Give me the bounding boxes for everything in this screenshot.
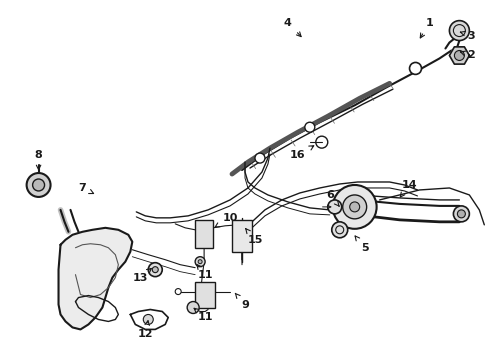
Polygon shape (59, 228, 132, 329)
Circle shape (187, 302, 199, 314)
Circle shape (148, 263, 162, 276)
Text: 15: 15 (245, 229, 262, 245)
Text: 9: 9 (235, 293, 248, 310)
Text: 1: 1 (419, 18, 432, 38)
Text: 3: 3 (459, 31, 474, 41)
Text: 16: 16 (289, 146, 313, 160)
Circle shape (143, 315, 153, 324)
FancyBboxPatch shape (195, 220, 213, 248)
Text: 12: 12 (137, 321, 153, 339)
FancyBboxPatch shape (195, 282, 215, 307)
Circle shape (342, 195, 366, 219)
Circle shape (331, 222, 347, 238)
Circle shape (175, 289, 181, 294)
FancyBboxPatch shape (232, 220, 251, 252)
Circle shape (33, 179, 44, 191)
Circle shape (448, 21, 468, 41)
Circle shape (304, 122, 314, 132)
Circle shape (26, 173, 50, 197)
Text: 11: 11 (194, 308, 212, 323)
Text: 6: 6 (325, 190, 339, 206)
Text: 11: 11 (197, 265, 212, 280)
Text: 5: 5 (354, 236, 368, 253)
Circle shape (332, 185, 376, 229)
Circle shape (408, 62, 421, 75)
Circle shape (452, 206, 468, 222)
Circle shape (456, 210, 465, 218)
Circle shape (152, 267, 158, 273)
Text: 13: 13 (132, 269, 151, 283)
Circle shape (198, 260, 202, 264)
Text: 2: 2 (459, 50, 474, 60)
Circle shape (254, 153, 264, 163)
Text: 14: 14 (400, 180, 416, 197)
Polygon shape (448, 47, 468, 64)
Circle shape (453, 50, 464, 60)
Circle shape (195, 257, 204, 267)
Text: 7: 7 (79, 183, 93, 194)
Text: 4: 4 (284, 18, 301, 37)
Text: 8: 8 (35, 150, 42, 170)
Circle shape (349, 202, 359, 212)
Text: 10: 10 (215, 213, 237, 227)
Circle shape (327, 200, 341, 214)
